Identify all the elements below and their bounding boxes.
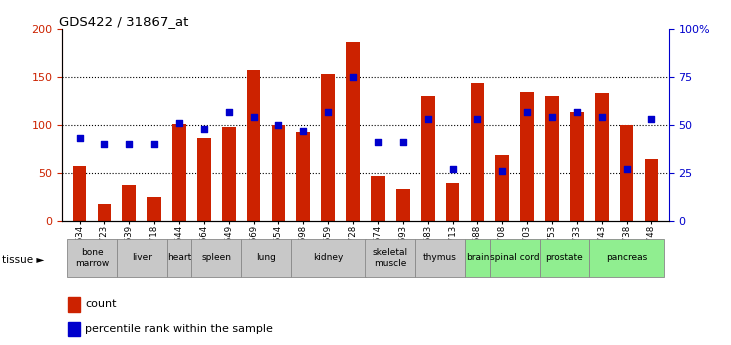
Bar xyxy=(247,70,260,221)
Bar xyxy=(272,125,285,221)
Bar xyxy=(520,91,534,221)
Text: spinal cord: spinal cord xyxy=(490,253,539,263)
Bar xyxy=(122,185,136,221)
Point xyxy=(645,117,657,122)
Bar xyxy=(421,96,434,221)
Bar xyxy=(620,125,634,221)
Point xyxy=(372,139,384,145)
Bar xyxy=(545,96,558,221)
Point xyxy=(322,109,334,115)
Text: kidney: kidney xyxy=(313,253,344,263)
Text: percentile rank within the sample: percentile rank within the sample xyxy=(86,324,273,334)
Bar xyxy=(446,183,459,221)
Point xyxy=(571,109,583,115)
Point xyxy=(148,141,160,147)
Text: lung: lung xyxy=(256,253,276,263)
Bar xyxy=(173,124,186,221)
Point xyxy=(471,117,483,122)
Bar xyxy=(68,297,80,312)
Bar xyxy=(415,239,465,277)
Text: heart: heart xyxy=(167,253,191,263)
Point xyxy=(621,166,632,172)
Point xyxy=(422,117,433,122)
Point xyxy=(521,109,533,115)
Text: count: count xyxy=(86,299,117,309)
Bar xyxy=(148,197,161,221)
Point xyxy=(223,109,235,115)
Text: skeletal
muscle: skeletal muscle xyxy=(373,248,408,268)
Text: thymus: thymus xyxy=(423,253,457,263)
Point xyxy=(298,128,309,134)
Bar xyxy=(396,189,409,221)
Bar xyxy=(297,132,310,221)
Point xyxy=(596,115,607,120)
Bar xyxy=(595,93,609,221)
Bar xyxy=(291,239,366,277)
Text: prostate: prostate xyxy=(545,253,583,263)
Bar xyxy=(346,42,360,221)
Bar xyxy=(197,138,211,221)
Bar xyxy=(589,239,664,277)
Text: bone
marrow: bone marrow xyxy=(75,248,109,268)
Point xyxy=(546,115,558,120)
Point xyxy=(397,139,409,145)
Bar xyxy=(167,239,192,277)
Text: GDS422 / 31867_at: GDS422 / 31867_at xyxy=(59,15,189,28)
Point xyxy=(273,122,284,128)
Point xyxy=(198,126,210,132)
Bar xyxy=(490,239,539,277)
Bar xyxy=(97,204,111,221)
Point xyxy=(124,141,135,147)
Point xyxy=(496,168,508,174)
Bar xyxy=(192,239,241,277)
Bar xyxy=(371,176,385,221)
Point xyxy=(248,115,260,120)
Bar xyxy=(570,112,583,221)
Bar xyxy=(241,239,291,277)
Bar xyxy=(117,239,167,277)
Bar xyxy=(222,127,235,221)
Bar xyxy=(465,239,490,277)
Point xyxy=(173,120,185,126)
Bar xyxy=(366,239,415,277)
Bar xyxy=(539,239,589,277)
Point xyxy=(99,141,110,147)
Point xyxy=(447,166,458,172)
Point xyxy=(74,136,86,141)
Bar xyxy=(496,155,509,221)
Bar xyxy=(68,322,80,336)
Bar xyxy=(72,166,86,221)
Bar xyxy=(67,239,117,277)
Bar xyxy=(471,83,484,221)
Point xyxy=(347,75,359,80)
Text: pancreas: pancreas xyxy=(606,253,647,263)
Bar xyxy=(322,74,335,221)
Text: tissue ►: tissue ► xyxy=(2,256,45,265)
Text: brain: brain xyxy=(466,253,489,263)
Bar xyxy=(645,159,659,221)
Text: spleen: spleen xyxy=(201,253,231,263)
Text: liver: liver xyxy=(132,253,152,263)
